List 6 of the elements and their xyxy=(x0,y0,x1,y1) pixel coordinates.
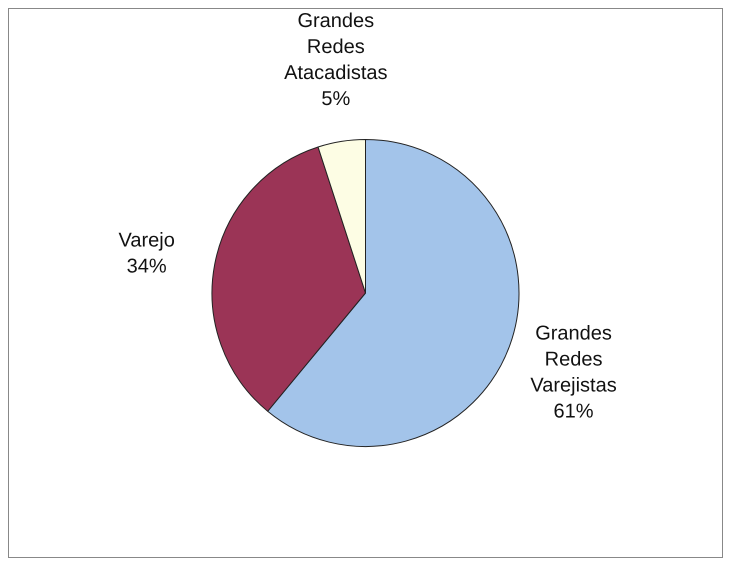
slice-label: Varejo xyxy=(118,229,175,252)
slice-label: Grandes Redes Varejistas xyxy=(530,322,617,396)
data-label: 5% xyxy=(321,88,350,110)
slice-label: Grandes Redes Atacadistas xyxy=(284,10,388,84)
data-label: 34% xyxy=(126,255,167,278)
data-label: 61% xyxy=(554,400,594,422)
